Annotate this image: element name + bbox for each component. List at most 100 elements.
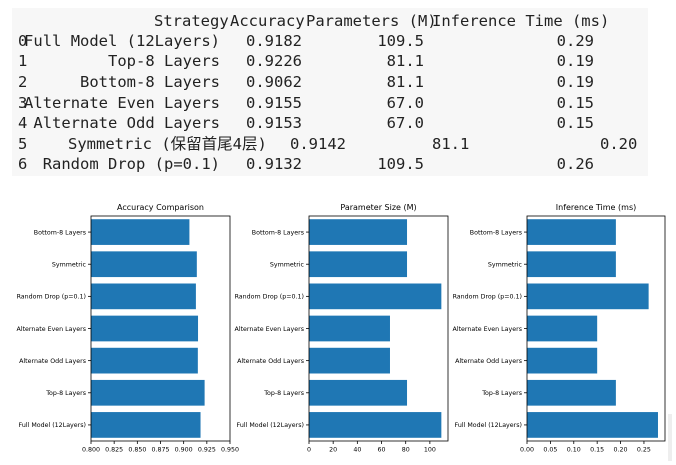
bar bbox=[527, 412, 658, 438]
bar bbox=[527, 219, 616, 245]
row-inference-time: 0.15 bbox=[556, 114, 594, 132]
row-inference-time: 0.29 bbox=[556, 32, 594, 50]
category-label: Bottom-8 Layers bbox=[252, 229, 304, 236]
bar bbox=[309, 412, 442, 438]
row-index: 2 bbox=[18, 73, 28, 91]
row-accuracy: 0.9132 bbox=[246, 155, 302, 173]
x-tick-label: 0.10 bbox=[567, 447, 581, 454]
x-tick-label: 80 bbox=[402, 447, 410, 454]
header-parameters: Parameters (M) bbox=[306, 12, 437, 30]
bar bbox=[309, 347, 390, 374]
row-accuracy: 0.9153 bbox=[246, 114, 302, 132]
row-strategy: Top-8 Layers bbox=[108, 52, 220, 70]
plot-frame bbox=[308, 215, 449, 442]
bar bbox=[91, 283, 196, 310]
bar bbox=[91, 315, 199, 342]
category-label: Alternate Odd Layers bbox=[19, 358, 86, 365]
x-tick-label: 40 bbox=[353, 447, 361, 454]
row-strategy: Bottom-8 Layers bbox=[80, 73, 220, 91]
charts-area: Accuracy Comparison Bottom-8 Layers Symmet… bbox=[0, 196, 676, 461]
category-label: Symmetric bbox=[52, 262, 87, 269]
plot-frame bbox=[526, 215, 666, 442]
x-tick-label: 0.00 bbox=[520, 447, 534, 454]
x-tick-label: 0.25 bbox=[637, 447, 651, 454]
bar-charts: Accuracy Comparison Bottom-8 Layers Symmet… bbox=[17, 203, 666, 454]
row-inference-time: 0.19 bbox=[556, 73, 594, 91]
row-accuracy: 0.9155 bbox=[246, 94, 302, 112]
bar bbox=[527, 315, 598, 342]
bar bbox=[309, 379, 408, 406]
category-label: Bottom-8 Layers bbox=[470, 229, 522, 236]
bar bbox=[309, 251, 408, 278]
category-label: Symmetric bbox=[270, 262, 305, 269]
header-inference-time: Inference Time (ms) bbox=[432, 12, 610, 30]
category-label: Top-8 Layers bbox=[45, 390, 86, 397]
row-index: 1 bbox=[18, 52, 28, 70]
x-tick-label: 0.20 bbox=[614, 447, 628, 454]
category-label: Alternate Even Layers bbox=[235, 326, 304, 333]
row-inference-time: 0.15 bbox=[556, 94, 594, 112]
x-tick-label: 0 bbox=[307, 447, 311, 454]
row-parameters: 109.5 bbox=[377, 155, 424, 173]
x-tick-label: 0.950 bbox=[221, 447, 239, 454]
row-accuracy: 0.9142 bbox=[290, 135, 346, 153]
x-tick-label: 60 bbox=[378, 447, 386, 454]
plot-frame bbox=[90, 215, 231, 442]
category-label: Alternate Even Layers bbox=[453, 326, 522, 333]
bar bbox=[91, 379, 205, 406]
row-strategy: Symmetric (保留首尾4层) bbox=[68, 135, 267, 153]
bar bbox=[527, 283, 649, 310]
row-parameters: 109.5 bbox=[377, 32, 424, 50]
row-index: 4 bbox=[18, 114, 28, 132]
header-strategy: Strategy bbox=[154, 12, 229, 30]
bar bbox=[91, 412, 201, 438]
category-label: Alternate Odd Layers bbox=[455, 358, 522, 365]
chart-title: Inference Time (ms) bbox=[556, 203, 636, 212]
category-label: Top-8 Layers bbox=[481, 390, 522, 397]
category-label: Alternate Even Layers bbox=[17, 326, 86, 333]
row-inference-time: 0.19 bbox=[556, 52, 594, 70]
category-label: Full Model (12Layers) bbox=[237, 422, 304, 429]
category-label: Bottom-8 Layers bbox=[34, 229, 86, 236]
x-tick-label: 0.825 bbox=[105, 447, 123, 454]
chart-title: Accuracy Comparison bbox=[117, 203, 204, 212]
row-inference-time: 0.26 bbox=[556, 155, 594, 173]
x-tick-label: 100 bbox=[424, 447, 436, 454]
bar bbox=[527, 347, 598, 374]
x-tick-label: 0.850 bbox=[128, 447, 146, 454]
bar bbox=[91, 347, 198, 374]
category-label: Top-8 Layers bbox=[263, 390, 304, 397]
row-index: 0 bbox=[18, 32, 28, 50]
row-index: 3 bbox=[18, 94, 28, 112]
row-parameters: 81.1 bbox=[432, 135, 470, 153]
chart-title: Parameter Size (M) bbox=[340, 203, 416, 212]
row-parameters: 67.0 bbox=[386, 114, 424, 132]
row-accuracy: 0.9226 bbox=[246, 52, 302, 70]
row-accuracy: 0.9062 bbox=[246, 73, 302, 91]
category-label: Symmetric bbox=[488, 262, 523, 269]
row-inference-time: 0.20 bbox=[600, 135, 638, 153]
x-tick-label: 0.800 bbox=[82, 447, 100, 454]
category-label: Random Drop (p=0.1) bbox=[17, 294, 86, 301]
x-tick-label: 0.05 bbox=[543, 447, 557, 454]
category-label: Alternate Odd Layers bbox=[237, 358, 304, 365]
category-label: Random Drop (p=0.1) bbox=[453, 294, 522, 301]
results-table: Strategy Accuracy Parameters (M) Inferen… bbox=[12, 8, 648, 176]
bar bbox=[309, 283, 442, 310]
category-label: Full Model (12Layers) bbox=[455, 422, 522, 429]
row-strategy: Full Model (12Layers) bbox=[24, 32, 220, 50]
x-tick-label: 0.15 bbox=[590, 447, 604, 454]
bar bbox=[527, 251, 616, 278]
x-tick-label: 0.900 bbox=[175, 447, 193, 454]
x-tick-label: 0.925 bbox=[198, 447, 216, 454]
category-label: Random Drop (p=0.1) bbox=[235, 294, 304, 301]
row-parameters: 81.1 bbox=[386, 73, 424, 91]
row-strategy: Alternate Even Layers bbox=[24, 94, 220, 112]
bar bbox=[527, 379, 616, 406]
row-accuracy: 0.9182 bbox=[246, 32, 302, 50]
bar bbox=[309, 219, 408, 245]
category-label: Full Model (12Layers) bbox=[19, 422, 86, 429]
row-strategy: Alternate Odd Layers bbox=[33, 114, 220, 132]
scrollbar-edge bbox=[668, 414, 672, 461]
row-parameters: 67.0 bbox=[386, 94, 424, 112]
